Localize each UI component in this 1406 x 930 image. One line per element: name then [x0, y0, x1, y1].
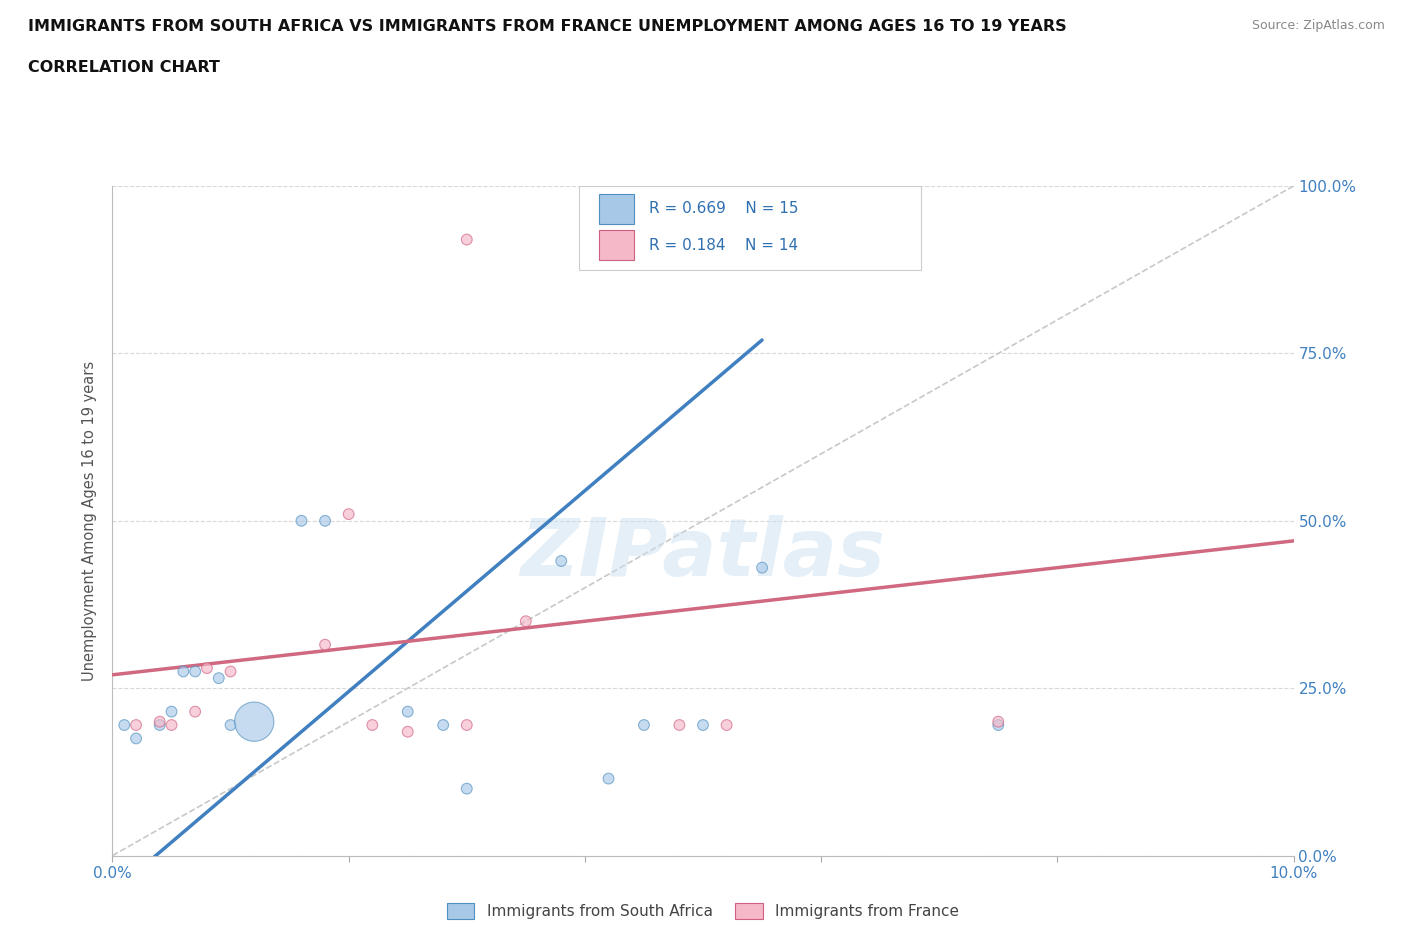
Point: [987, 714, 1010, 729]
Point: [149, 714, 172, 729]
Y-axis label: Unemployment Among Ages 16 to 19 years: Unemployment Among Ages 16 to 19 years: [82, 361, 97, 681]
Point: [208, 671, 231, 685]
Point: [515, 614, 537, 629]
Text: R = 0.184    N = 14: R = 0.184 N = 14: [648, 238, 797, 253]
Text: CORRELATION CHART: CORRELATION CHART: [28, 60, 219, 75]
Point: [184, 704, 207, 719]
Point: [456, 781, 478, 796]
Bar: [599, 193, 634, 224]
Point: [195, 660, 218, 675]
Point: [716, 718, 738, 733]
Point: [314, 513, 336, 528]
Point: [598, 771, 620, 786]
Point: [751, 560, 773, 575]
Point: [112, 718, 135, 733]
Point: [125, 731, 148, 746]
Point: [361, 718, 384, 733]
Point: [337, 507, 360, 522]
Point: [149, 718, 172, 733]
Point: [456, 718, 478, 733]
Point: [243, 714, 266, 729]
Text: R = 0.669    N = 15: R = 0.669 N = 15: [648, 202, 799, 217]
Point: [396, 724, 419, 739]
Text: ZIPatlas: ZIPatlas: [520, 515, 886, 593]
Text: Source: ZipAtlas.com: Source: ZipAtlas.com: [1251, 19, 1385, 32]
Point: [172, 664, 194, 679]
Point: [692, 718, 714, 733]
Point: [184, 664, 207, 679]
Point: [314, 637, 336, 652]
Point: [432, 718, 454, 733]
Bar: [599, 230, 634, 260]
Point: [987, 718, 1010, 733]
Point: [633, 718, 655, 733]
Point: [160, 704, 183, 719]
Legend: Immigrants from South Africa, Immigrants from France: Immigrants from South Africa, Immigrants…: [440, 897, 966, 925]
Point: [396, 704, 419, 719]
Point: [668, 718, 690, 733]
Point: [219, 664, 242, 679]
Point: [219, 718, 242, 733]
Point: [456, 232, 478, 247]
Point: [290, 513, 312, 528]
Point: [125, 718, 148, 733]
Point: [550, 553, 572, 568]
Point: [160, 718, 183, 733]
FancyBboxPatch shape: [579, 186, 921, 270]
Text: IMMIGRANTS FROM SOUTH AFRICA VS IMMIGRANTS FROM FRANCE UNEMPLOYMENT AMONG AGES 1: IMMIGRANTS FROM SOUTH AFRICA VS IMMIGRAN…: [28, 19, 1067, 33]
